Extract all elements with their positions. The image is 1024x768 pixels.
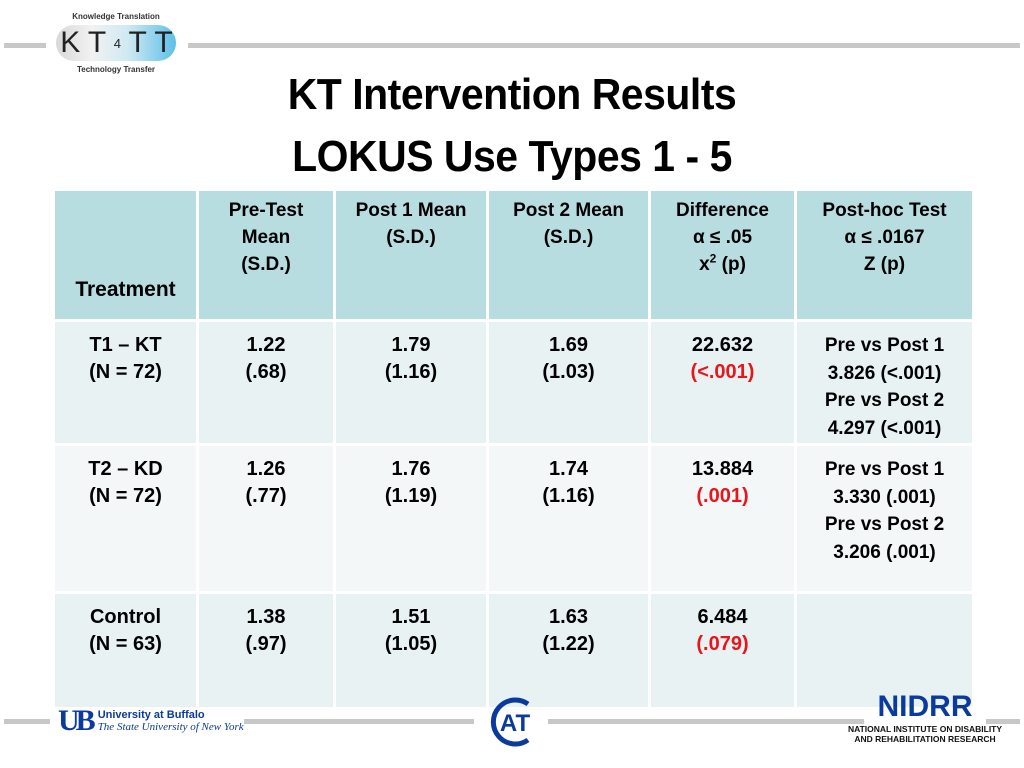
- p-value: (.079): [696, 633, 749, 655]
- column-header-post2: Post 2 Mean (S.D.): [486, 188, 651, 322]
- cell-pretest: 1.38 (.97): [196, 591, 336, 710]
- cell-posthoc: Pre vs Post 1 3.330 (.001) Pre vs Post 2 3.…: [794, 443, 975, 594]
- column-header-posthoc: Post-hoc Test α ≤ .0167 Z (p): [794, 188, 975, 322]
- logo-letter: T: [154, 26, 172, 59]
- column-header-difference: Difference α ≤ .05 x2 (p): [648, 188, 797, 322]
- nidrr-mark: NIDRR: [877, 690, 973, 723]
- bottom-rule-center: [548, 719, 864, 724]
- cell-post1: 1.76 (1.19): [333, 443, 489, 594]
- p-value: (.001): [696, 485, 749, 507]
- ub-text: University at Buffalo The State Universi…: [97, 709, 244, 733]
- column-header-post1: Post 1 Mean (S.D.): [333, 188, 489, 322]
- column-header-treatment: Treatment: [52, 188, 199, 322]
- svg-text:AT: AT: [500, 710, 531, 737]
- cell-treatment: Control (N = 63): [52, 591, 199, 710]
- table-row: Control (N = 63) 1.38 (.97) 1.51 (1.05) 1.6…: [52, 591, 975, 710]
- cell-post1: 1.79 (1.16): [333, 319, 489, 446]
- bottom-rule-right: [986, 719, 1020, 724]
- bottom-rule-left: [4, 719, 50, 724]
- kt4tt-logo: Knowledge Translation K T 4 T T Technolo…: [54, 12, 178, 78]
- cell-difference: 6.484 (.079): [648, 591, 797, 710]
- nidrr-logo: NIDRR NATIONAL INSTITUTE ON DISABILITY A…: [840, 690, 1010, 744]
- table-header-row: Treatment Pre-Test Mean (S.D.) Post 1 Me…: [52, 188, 975, 322]
- logo-mark: K T 4 T T: [56, 25, 176, 61]
- bottom-rule-middle: [244, 719, 474, 724]
- logo-bottom-text: Technology Transfer: [76, 65, 156, 74]
- cell-difference: 22.632 (<.001): [648, 319, 797, 446]
- table-row: T2 – KD (N = 72) 1.26 (.77) 1.76 (1.19) 1.7…: [52, 443, 975, 594]
- cell-difference: 13.884 (.001): [648, 443, 797, 594]
- cell-post2: 1.74 (1.16): [486, 443, 651, 594]
- logo-top-text: Knowledge Translation: [72, 12, 160, 21]
- title-line-2: LOKUS Use Types 1 - 5: [292, 132, 732, 181]
- logo-letter: K: [60, 26, 80, 59]
- table-row: T1 – KT (N = 72) 1.22 (.68) 1.79 (1.16) 1.6…: [52, 319, 975, 446]
- cell-post2: 1.69 (1.03): [486, 319, 651, 446]
- cell-posthoc: [794, 591, 975, 710]
- logo-letter: 4: [113, 35, 121, 51]
- cell-treatment: T1 – KT (N = 72): [52, 319, 199, 446]
- p-value: (<.001): [690, 361, 755, 383]
- slide-title: KT Intervention Results LOKUS Use Types …: [203, 64, 821, 188]
- cell-pretest: 1.22 (.68): [196, 319, 336, 446]
- logo-letter: T: [87, 26, 106, 59]
- cat-logo-icon: AT: [490, 697, 531, 747]
- university-at-buffalo-logo: UB University at Buffalo The State Unive…: [58, 704, 258, 737]
- results-table: Treatment Pre-Test Mean (S.D.) Post 1 Me…: [52, 188, 975, 710]
- cell-treatment: T2 – KD (N = 72): [52, 443, 199, 594]
- ub-mark: UB: [58, 704, 96, 737]
- title-line-1: KT Intervention Results: [287, 70, 737, 119]
- cell-pretest: 1.26 (.77): [196, 443, 336, 594]
- top-rule-left: [4, 43, 46, 48]
- cell-post1: 1.51 (1.05): [333, 591, 489, 710]
- column-header-pretest: Pre-Test Mean (S.D.): [196, 188, 336, 322]
- top-rule-right: [188, 43, 1020, 48]
- logo-letter: T: [128, 26, 146, 59]
- cell-post2: 1.63 (1.22): [486, 591, 651, 710]
